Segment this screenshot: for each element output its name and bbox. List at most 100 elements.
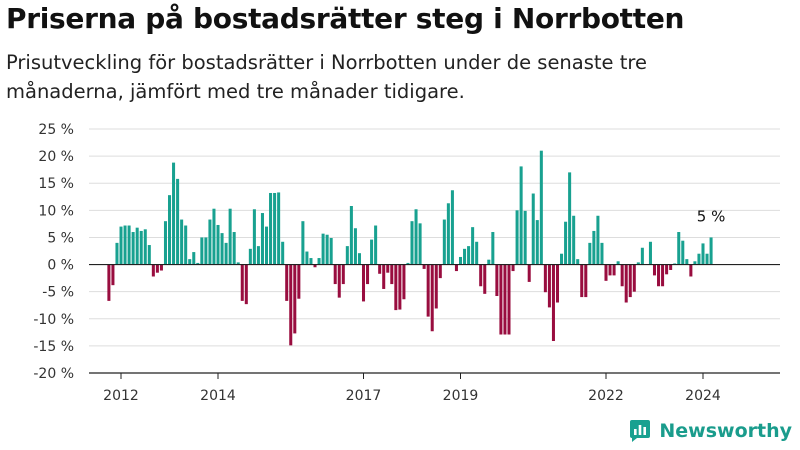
y-tick-label: 20 % xyxy=(38,149,74,165)
bar xyxy=(321,233,325,265)
bar xyxy=(224,242,228,265)
y-tick-label: 0 % xyxy=(47,258,74,274)
bar xyxy=(446,203,450,265)
bar xyxy=(115,242,119,265)
bar xyxy=(681,240,685,265)
bar xyxy=(669,264,673,270)
bar xyxy=(293,264,297,334)
bar xyxy=(503,264,507,335)
bar xyxy=(264,226,269,265)
y-tick-label: -10 % xyxy=(33,312,74,328)
bar xyxy=(685,259,689,265)
bar xyxy=(159,264,163,271)
bar xyxy=(564,221,568,265)
chart-title: Priserna på bostadsrätter steg i Norrbot… xyxy=(6,2,685,35)
bar xyxy=(620,264,624,287)
bar xyxy=(531,193,535,265)
bar xyxy=(325,234,329,265)
bar xyxy=(390,264,394,285)
bar xyxy=(495,264,499,297)
bar xyxy=(483,264,487,294)
chart-subtitle: Prisutveckling för bostadsrätter i Norrb… xyxy=(6,51,647,103)
bar xyxy=(568,172,572,265)
x-tick-label: 2012 xyxy=(103,388,139,404)
bar xyxy=(285,264,289,301)
bar xyxy=(580,264,584,298)
bar xyxy=(216,224,220,265)
bar xyxy=(297,264,301,299)
bar xyxy=(657,264,661,287)
bar xyxy=(151,264,155,277)
bar xyxy=(665,264,669,275)
x-tick-label: 2022 xyxy=(588,388,624,404)
bar xyxy=(236,262,240,265)
y-tick-label: 25 % xyxy=(38,122,74,138)
bar xyxy=(139,230,143,265)
bar xyxy=(648,241,652,265)
bar xyxy=(163,221,167,265)
bar xyxy=(172,162,176,265)
bar xyxy=(309,258,313,265)
bar xyxy=(155,264,159,273)
bar xyxy=(394,264,398,311)
bar xyxy=(414,209,418,265)
bar xyxy=(252,209,256,265)
bar xyxy=(313,264,317,268)
bar xyxy=(596,215,600,265)
bar xyxy=(511,264,515,272)
bar xyxy=(256,246,260,265)
bar xyxy=(127,225,131,265)
bar xyxy=(705,253,709,265)
bar xyxy=(471,227,475,265)
bar xyxy=(220,233,224,265)
bar xyxy=(289,264,293,346)
bar xyxy=(402,264,406,300)
bar xyxy=(689,264,693,277)
bar xyxy=(450,190,454,265)
x-tick-label: 2014 xyxy=(200,388,236,404)
bar xyxy=(555,264,560,303)
bar xyxy=(604,264,608,281)
y-tick-label: -15 % xyxy=(33,339,74,355)
bar xyxy=(345,246,349,265)
bar xyxy=(499,264,503,335)
bar xyxy=(491,232,495,265)
bar xyxy=(184,225,188,265)
bar xyxy=(592,230,596,265)
bar xyxy=(281,241,285,265)
bar xyxy=(305,251,309,265)
bar xyxy=(357,253,361,265)
bar xyxy=(301,221,305,265)
bar xyxy=(143,229,147,265)
bar xyxy=(123,225,127,265)
bar xyxy=(119,226,123,265)
bar xyxy=(192,252,196,265)
bar xyxy=(248,248,252,265)
bar xyxy=(386,264,390,273)
newsworthy-logo[interactable]: Newsworthy xyxy=(627,418,792,444)
bar xyxy=(374,225,378,265)
bar xyxy=(341,264,345,285)
y-tick-label: 5 % xyxy=(47,230,74,246)
bar xyxy=(467,246,471,265)
bar xyxy=(640,247,644,265)
bar xyxy=(652,264,657,276)
bar xyxy=(147,245,151,265)
bar xyxy=(479,264,483,287)
bar xyxy=(337,264,341,298)
bar-chart-logo-icon xyxy=(630,420,651,442)
bar xyxy=(677,232,681,265)
bar xyxy=(273,192,277,265)
bar xyxy=(576,259,580,265)
bar xyxy=(168,195,172,265)
bar xyxy=(349,206,353,265)
bar xyxy=(515,210,519,265)
y-tick-label: 15 % xyxy=(38,176,74,192)
bar xyxy=(410,221,414,265)
x-tick-label: 2017 xyxy=(346,388,382,404)
bar xyxy=(560,253,564,265)
bar xyxy=(200,237,204,265)
bar xyxy=(547,264,551,308)
bar xyxy=(608,264,612,276)
